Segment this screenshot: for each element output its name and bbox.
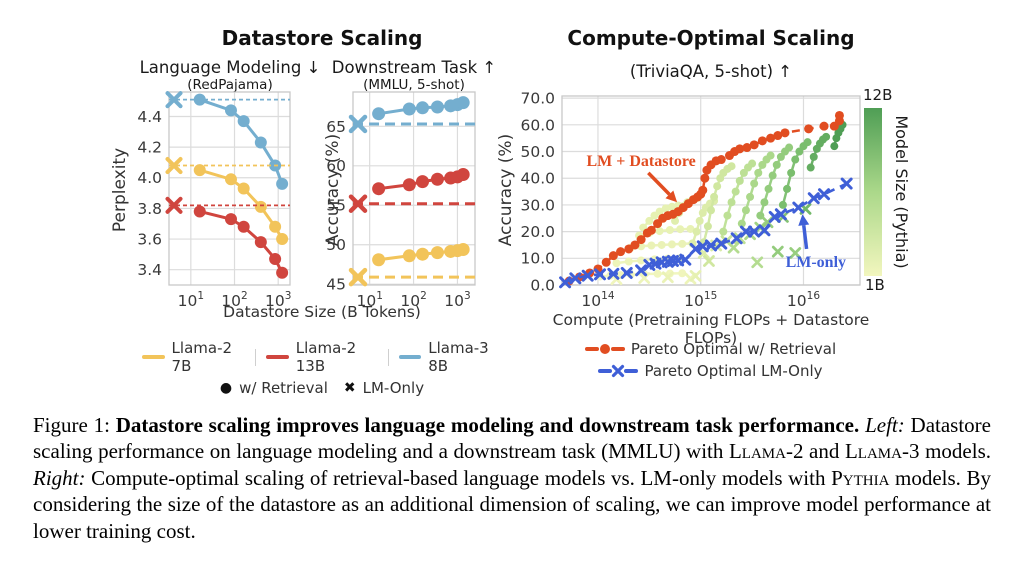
- svg-text:1014: 1014: [581, 290, 614, 310]
- svg-text:102: 102: [221, 290, 247, 310]
- caption-figure-label: Figure 1:: [33, 413, 116, 437]
- svg-text:4.0: 4.0: [137, 169, 162, 187]
- svg-text:103: 103: [265, 290, 291, 310]
- compute-axis-label: Compute (Pretraining FLOPs + Datastore F…: [552, 311, 870, 347]
- models-legend: Llama-2 7B Llama-2 13B Llama-3 8B ● w/ R…: [142, 339, 502, 397]
- legend-item-retrieval-marker: ● w/ Retrieval: [219, 379, 328, 397]
- llama2-7b-swatch: [142, 355, 165, 359]
- legend-item-pareto-lmonly: Pareto Optimal LM-Only: [598, 362, 823, 380]
- svg-text:55: 55: [326, 197, 346, 215]
- left-panel-title: Datastore Scaling: [221, 26, 423, 50]
- svg-text:102: 102: [400, 290, 426, 310]
- pareto-retrieval-swatch: [584, 344, 625, 354]
- lm-chart-title: Language Modeling ↓: [139, 58, 321, 77]
- svg-text:LM + Datastore: LM + Datastore: [586, 153, 695, 170]
- compute-optimal-chart: 0.0 10.0 20.0 30.0 40.0 50.0 60.0 70.0 1014 1015 1…: [520, 86, 911, 310]
- pareto-lmonly-swatch: [598, 364, 639, 378]
- svg-text:65: 65: [326, 118, 346, 136]
- svg-text:3.8: 3.8: [137, 200, 162, 218]
- x-marker-icon: ✖: [343, 380, 356, 396]
- datastore-size-axis-label: Datastore Size (B Tokens): [223, 303, 421, 321]
- svg-text:Model Size (Pythia): Model Size (Pythia): [892, 115, 911, 268]
- svg-text:4.4: 4.4: [137, 108, 162, 126]
- svg-text:60.0: 60.0: [520, 116, 555, 134]
- legend-separator: [387, 348, 389, 366]
- svg-text:50.0: 50.0: [520, 143, 555, 161]
- svg-text:101: 101: [178, 290, 204, 310]
- svg-text:45: 45: [326, 276, 346, 294]
- legend-item-pareto-retrieval: Pareto Optimal w/ Retrieval: [584, 340, 836, 358]
- svg-text:30.0: 30.0: [520, 196, 555, 214]
- dot-marker-icon: ●: [219, 380, 233, 396]
- right-panel-title: Compute-Optimal Scaling: [567, 26, 855, 50]
- legend-item-llama2-13b: Llama-2 13B: [266, 339, 378, 375]
- legend-separator: [255, 348, 257, 366]
- svg-text:1015: 1015: [684, 290, 717, 310]
- legend-item-llama2-7b: Llama-2 7B: [142, 339, 245, 375]
- mmlu-chart-title: Downstream Task ↑: [331, 58, 497, 77]
- svg-text:40.0: 40.0: [520, 170, 555, 188]
- svg-text:101: 101: [356, 290, 382, 310]
- legend-item-lmonly-marker: ✖ LM-Only: [343, 379, 425, 397]
- llama2-13b-swatch: [266, 355, 289, 359]
- caption-bold-summary: Datastore scaling improves language mode…: [115, 413, 860, 437]
- svg-text:12B: 12B: [863, 86, 892, 104]
- compute-accuracy-axis-label: Accuracy (%): [496, 133, 516, 247]
- svg-text:50: 50: [326, 236, 346, 254]
- legend-item-llama3-8b: Llama-3 8B: [398, 339, 502, 375]
- language-modeling-chart: 3.4 3.6 3.8 4.0 4.2 4.4 101 102 103: [137, 91, 291, 310]
- svg-text:20.0: 20.0: [520, 223, 555, 241]
- svg-text:3.4: 3.4: [137, 261, 162, 279]
- svg-text:0.0: 0.0: [530, 276, 555, 294]
- svg-text:1B: 1B: [865, 276, 885, 294]
- svg-text:10.0: 10.0: [520, 250, 555, 268]
- svg-text:1016: 1016: [787, 290, 820, 310]
- compute-chart-subtitle: (TriviaQA, 5-shot) ↑: [629, 62, 793, 81]
- lm-chart-subtitle: (RedPajama): [187, 77, 273, 93]
- svg-text:3.6: 3.6: [137, 230, 162, 248]
- figure-caption: Figure 1: Datastore scaling improves lan…: [33, 413, 992, 543]
- caption-left-label: Left:: [865, 413, 905, 437]
- svg-text:LM-only: LM-only: [786, 254, 846, 271]
- svg-text:70.0: 70.0: [520, 90, 555, 108]
- llama3-8b-swatch: [398, 355, 422, 359]
- pareto-legend: Pareto Optimal w/ Retrieval Pareto Optim…: [531, 340, 891, 380]
- caption-right-label: Right:: [33, 465, 86, 490]
- svg-text:103: 103: [444, 290, 470, 310]
- svg-text:4.2: 4.2: [137, 139, 162, 157]
- downstream-task-chart: 45 50 55 60 65 101 102 103: [326, 91, 476, 310]
- mmlu-chart-subtitle: (MMLU, 5-shot): [363, 77, 465, 93]
- svg-text:60: 60: [326, 157, 346, 175]
